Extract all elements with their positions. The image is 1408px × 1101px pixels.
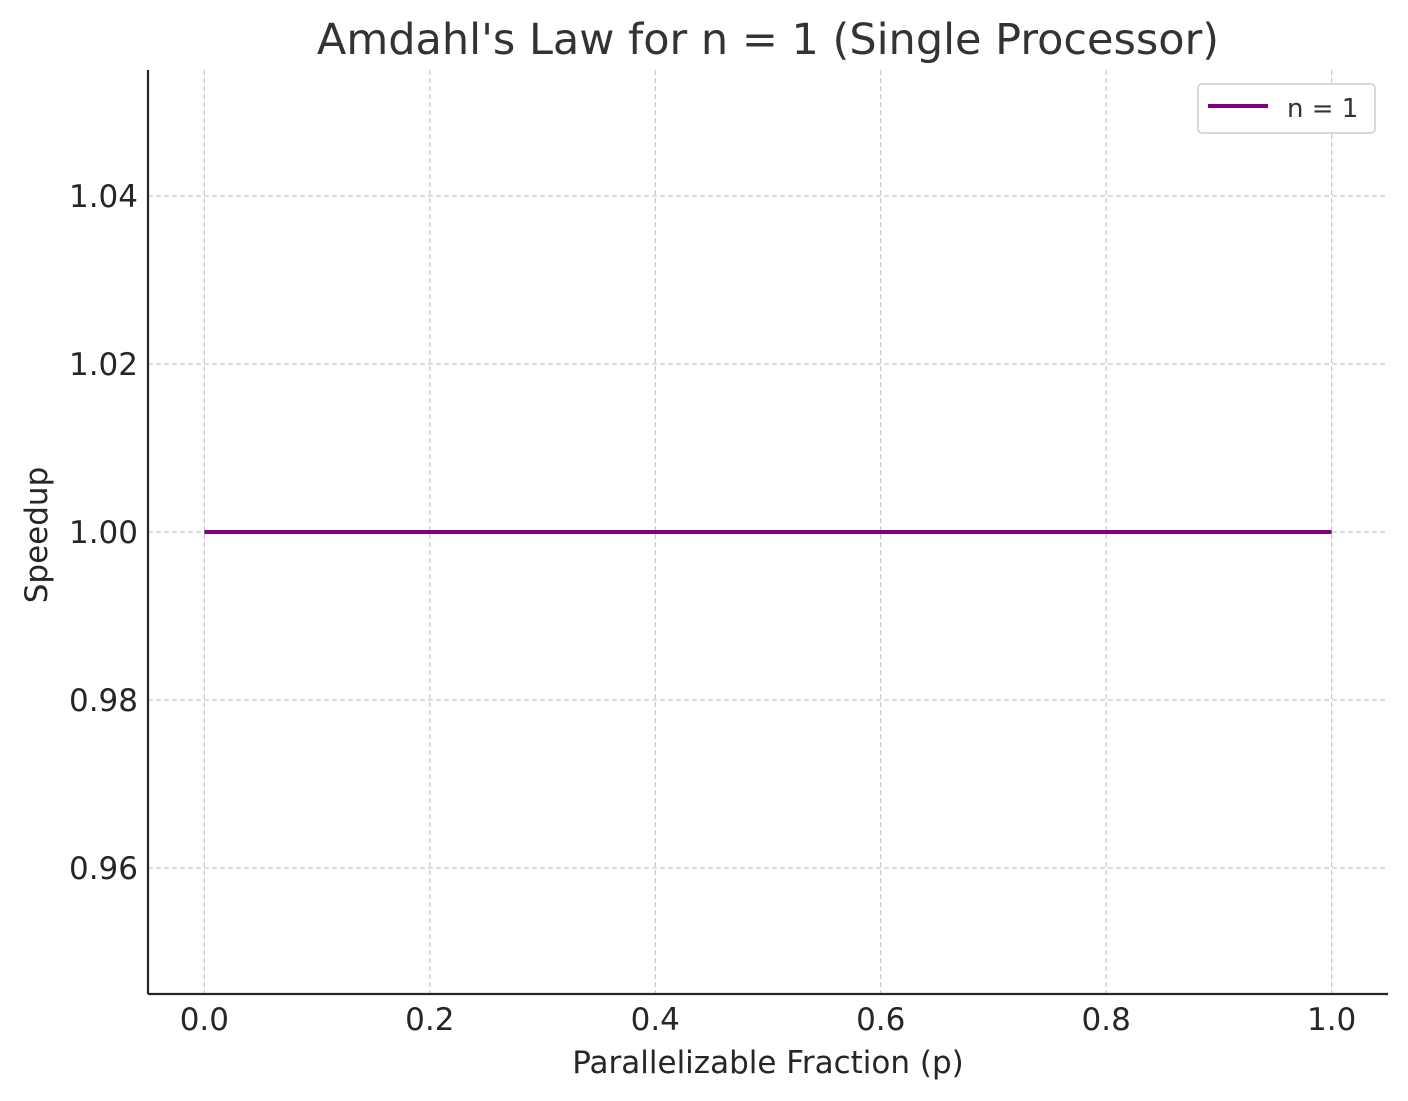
x-tick-label: 0.6 xyxy=(856,1002,905,1038)
x-tick-label: 1.0 xyxy=(1307,1002,1356,1038)
y-tick-label: 0.96 xyxy=(69,851,138,887)
y-tick-label: 1.02 xyxy=(69,347,138,383)
x-tick-label: 0.4 xyxy=(631,1002,680,1038)
legend-label: n = 1 xyxy=(1287,94,1358,124)
x-axis-label: Parallelizable Fraction (p) xyxy=(572,1045,964,1081)
y-tick-label: 1.04 xyxy=(69,179,138,215)
legend: n = 1 xyxy=(1197,83,1376,134)
y-axis-label: Speedup xyxy=(19,467,55,604)
x-tick-label: 0.0 xyxy=(180,1002,229,1038)
x-tick-label: 0.2 xyxy=(405,1002,454,1038)
legend-box xyxy=(1197,83,1376,134)
x-tick-label: 0.8 xyxy=(1082,1002,1131,1038)
tick-labels: 0.0 0.2 0.4 0.6 0.8 1.0 0.96 0.98 1.00 1.02 1.04 xyxy=(69,179,1356,1038)
y-tick-label: 1.00 xyxy=(69,515,138,551)
axes xyxy=(146,70,1388,996)
y-tick-label: 0.98 xyxy=(69,683,138,719)
chart-title: Amdahl's Law for n = 1 (Single Processor… xyxy=(317,15,1219,65)
